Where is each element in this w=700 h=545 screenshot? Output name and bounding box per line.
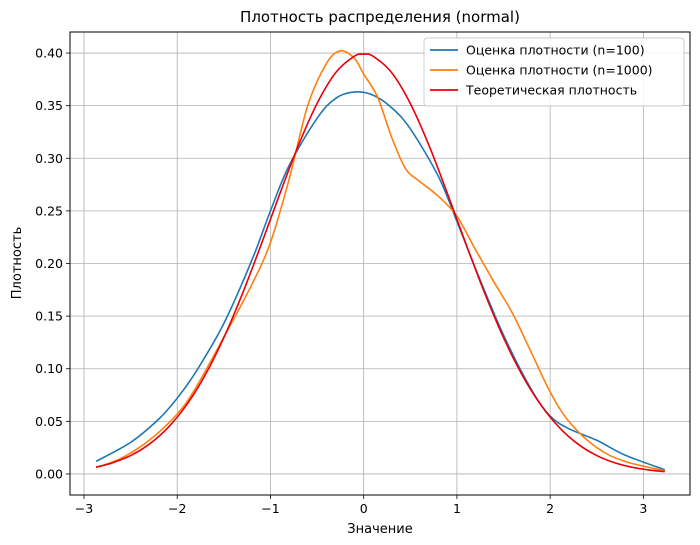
y-axis-label: Плотность: [10, 227, 25, 299]
legend-label-kde-n100: Оценка плотности (n=100): [466, 43, 645, 58]
x-tick-label: −3: [75, 501, 93, 516]
x-tick-label: 3: [639, 501, 647, 516]
x-tick-label: 1: [453, 501, 461, 516]
x-tick-label: 2: [546, 501, 554, 516]
y-tick-label: 0.00: [35, 466, 63, 481]
y-tick-label: 0.40: [35, 46, 63, 61]
x-tick-label: −2: [168, 501, 186, 516]
y-tick-label: 0.35: [35, 98, 63, 113]
y-tick-label: 0.05: [35, 414, 63, 429]
legend-label-kde-n1000: Оценка плотности (n=1000): [466, 63, 653, 78]
series-line-kde-n1000: [95, 50, 666, 472]
series-line-theoretical: [95, 53, 665, 473]
axis-ticks: −3 −2 −1 0 1 2 3 0.00 0.05 0.10 0.15 0.20 0.25 0.30 0.…: [35, 46, 647, 516]
y-tick-label: 0.10: [35, 361, 63, 376]
legend: Оценка плотности (n=100) Оценка плотности…: [423, 37, 685, 107]
x-tick-label: −1: [261, 501, 279, 516]
y-tick-label: 0.15: [35, 309, 63, 324]
legend-label-theoretical: Теоретическая плотность: [465, 83, 637, 98]
y-tick-label: 0.20: [35, 256, 63, 271]
chart-title: Плотность распределения (normal): [240, 8, 520, 26]
legend-box: [423, 37, 685, 107]
y-tick-label: 0.30: [35, 151, 63, 166]
series-lines: [95, 50, 666, 473]
x-axis-label: Значение: [347, 522, 412, 537]
x-tick-label: 0: [360, 501, 368, 516]
y-tick-label: 0.25: [35, 203, 63, 218]
